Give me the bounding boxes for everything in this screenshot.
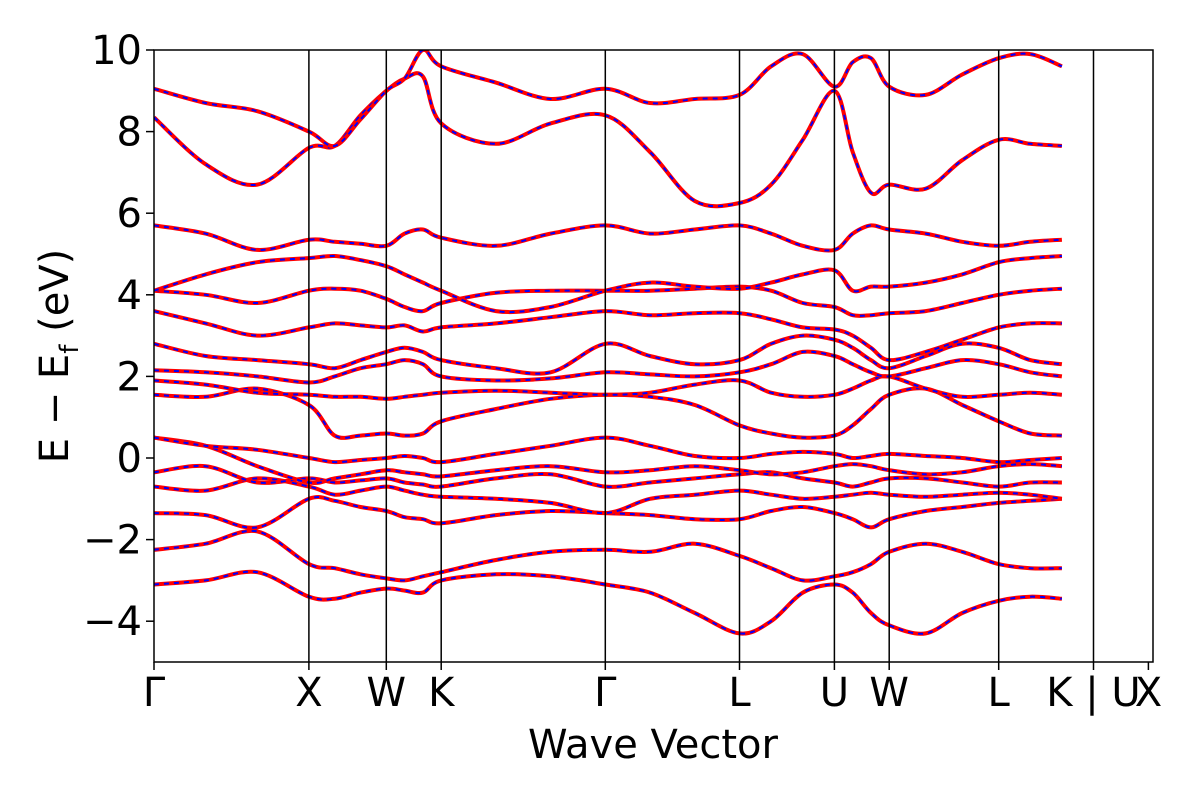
band-line-dashed-1 xyxy=(154,529,1062,582)
band-line-dashed-9 xyxy=(154,350,1063,384)
y-tick-label-0: −4 xyxy=(83,599,142,645)
x-axis-label: Wave Vector xyxy=(528,722,779,768)
y-tick-label-2: 0 xyxy=(117,436,142,482)
band-line-dashed-8 xyxy=(154,375,1062,400)
y-axis-label: E − Ef (eV) xyxy=(32,249,85,464)
y-tick-label-4: 4 xyxy=(117,273,142,319)
bands-layer xyxy=(154,50,1063,636)
y-tick-label-7: 10 xyxy=(91,28,142,74)
band-line-dashed-12 xyxy=(154,285,1062,317)
band-line-dashed-2 xyxy=(154,496,1062,529)
high-symmetry-lines xyxy=(308,50,1095,662)
y-axis-label-main: E − E xyxy=(32,354,78,464)
band-line-dashed-6 xyxy=(154,436,1062,464)
y-tick-label-1: −2 xyxy=(83,518,142,564)
band-line-dashed-4 xyxy=(154,464,1062,488)
x-tick-label-7: W xyxy=(869,670,909,716)
x-tick-label-6: U xyxy=(820,670,849,716)
band-line-dashed-7 xyxy=(154,387,1062,439)
band-line-dashed-5 xyxy=(154,436,1062,484)
band-line-dashed-3 xyxy=(154,477,1063,515)
y-axis-label-subscript: f xyxy=(55,344,85,354)
x-tick-label-3: K xyxy=(428,670,456,716)
x-tick-label-0: Γ xyxy=(143,670,166,716)
x-tick-label-9: K | U xyxy=(1046,670,1140,716)
band-line-dashed-14 xyxy=(154,224,1062,252)
x-tick-label-2: W xyxy=(367,670,407,716)
x-tick-label-5: L xyxy=(728,670,751,716)
x-tick-label-4: Γ xyxy=(594,670,617,716)
band-line-dashed-0 xyxy=(154,570,1062,635)
x-tick-label-1: X xyxy=(295,670,322,716)
y-axis-ticks: −4 −2 0 2 4 6 8 10 xyxy=(83,28,154,645)
y-axis-label-unit: (eV) xyxy=(32,249,78,345)
y-tick-label-6: 8 xyxy=(117,110,142,156)
band-line-dashed-10 xyxy=(154,334,1063,375)
band-line-dashed-16 xyxy=(154,50,1063,148)
y-tick-label-5: 6 xyxy=(117,191,142,237)
x-tick-label-8: L xyxy=(988,670,1011,716)
band-line-dashed-13 xyxy=(154,254,1062,314)
plot-frame xyxy=(153,49,1154,663)
x-tick-label-10: X xyxy=(1135,670,1162,716)
band-line-dashed-11 xyxy=(154,310,1062,362)
y-tick-label-3: 2 xyxy=(117,354,142,400)
